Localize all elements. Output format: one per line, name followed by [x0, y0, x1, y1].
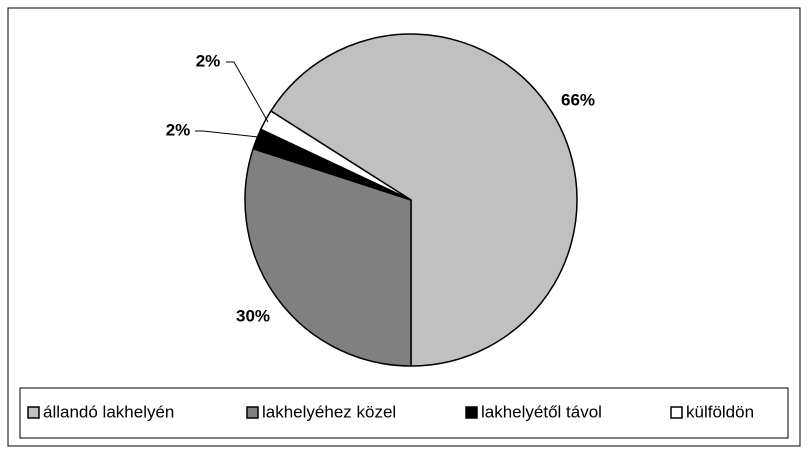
- pie-slice: [244, 147, 412, 367]
- leader-line: [226, 61, 269, 123]
- data-label: 2%: [196, 51, 221, 70]
- pie-slice: [259, 110, 412, 201]
- data-label: 66%: [561, 90, 595, 109]
- legend-label: külföldön: [686, 402, 754, 421]
- data-label: 30%: [236, 306, 270, 325]
- legend-swatch: [246, 406, 259, 419]
- data-label: 2%: [166, 120, 191, 139]
- legend-label: állandó lakhelyén: [43, 402, 174, 421]
- leader-line: [195, 130, 259, 138]
- legend-swatch: [670, 406, 683, 419]
- legend-swatch: [27, 406, 40, 419]
- legend-label: lakhelyétől távol: [481, 402, 602, 421]
- pie-slice: [269, 33, 578, 367]
- legend-label: lakhelyéhez közel: [262, 402, 396, 421]
- legend-swatch: [465, 406, 478, 419]
- legend-box: [19, 387, 789, 439]
